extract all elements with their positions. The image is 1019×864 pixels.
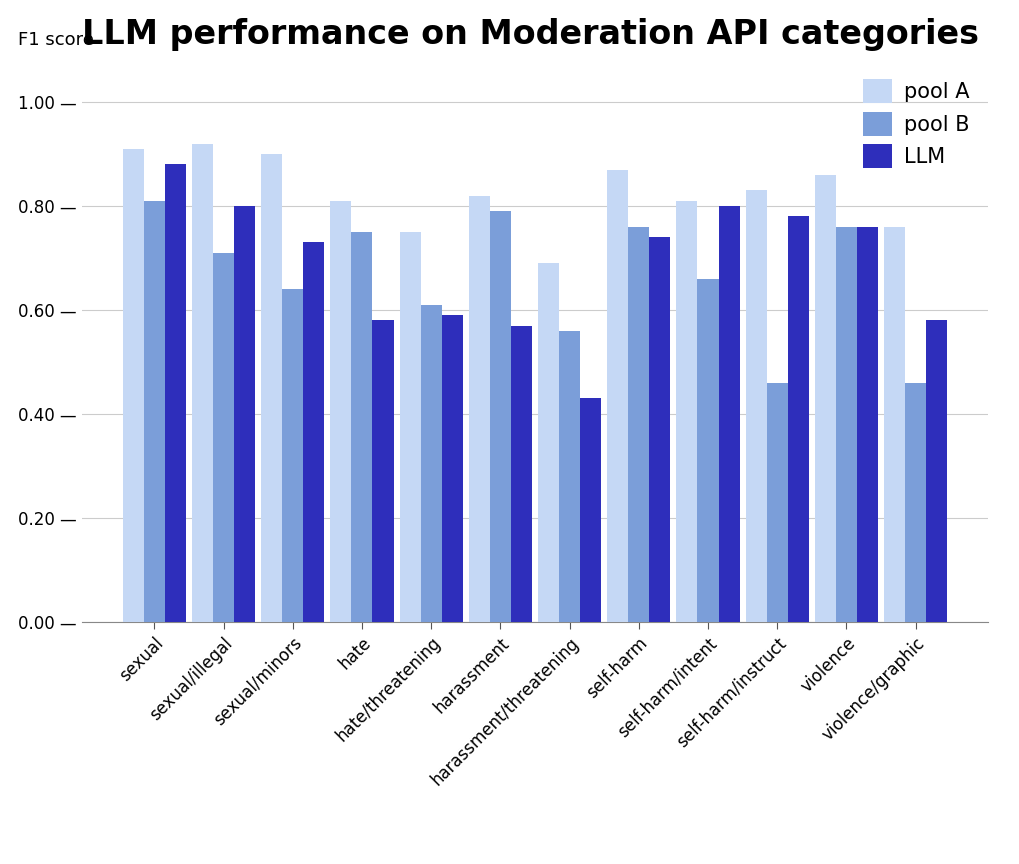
Bar bbox=[607, 169, 629, 622]
Bar bbox=[330, 200, 352, 622]
Bar bbox=[122, 149, 144, 622]
Bar bbox=[352, 232, 373, 622]
Bar bbox=[192, 143, 213, 622]
Text: LLM performance on Moderation API categories: LLM performance on Moderation API catego… bbox=[82, 18, 978, 51]
Bar bbox=[421, 305, 441, 622]
Bar bbox=[629, 227, 649, 622]
Bar bbox=[857, 227, 878, 622]
Bar bbox=[836, 227, 857, 622]
Bar bbox=[580, 398, 601, 622]
Bar bbox=[649, 238, 671, 622]
Bar bbox=[788, 217, 809, 622]
Text: F1 score: F1 score bbox=[18, 31, 94, 49]
Bar bbox=[718, 206, 740, 622]
Bar bbox=[884, 227, 905, 622]
Bar bbox=[926, 321, 948, 622]
Bar bbox=[373, 321, 393, 622]
Bar bbox=[234, 206, 255, 622]
Bar bbox=[469, 195, 490, 622]
Bar bbox=[511, 326, 532, 622]
Bar bbox=[304, 243, 324, 622]
Bar bbox=[165, 164, 185, 622]
Bar bbox=[441, 315, 463, 622]
Bar bbox=[261, 154, 282, 622]
Bar bbox=[538, 264, 559, 622]
Legend: pool A, pool B, LLM: pool A, pool B, LLM bbox=[854, 71, 978, 176]
Bar bbox=[905, 383, 926, 622]
Bar bbox=[559, 331, 580, 622]
Bar bbox=[815, 175, 836, 622]
Bar bbox=[677, 200, 697, 622]
Bar bbox=[399, 232, 421, 622]
Bar bbox=[490, 212, 511, 622]
Bar bbox=[766, 383, 788, 622]
Bar bbox=[697, 279, 718, 622]
Bar bbox=[746, 190, 766, 622]
Bar bbox=[213, 253, 234, 622]
Bar bbox=[144, 200, 165, 622]
Bar bbox=[282, 289, 304, 622]
